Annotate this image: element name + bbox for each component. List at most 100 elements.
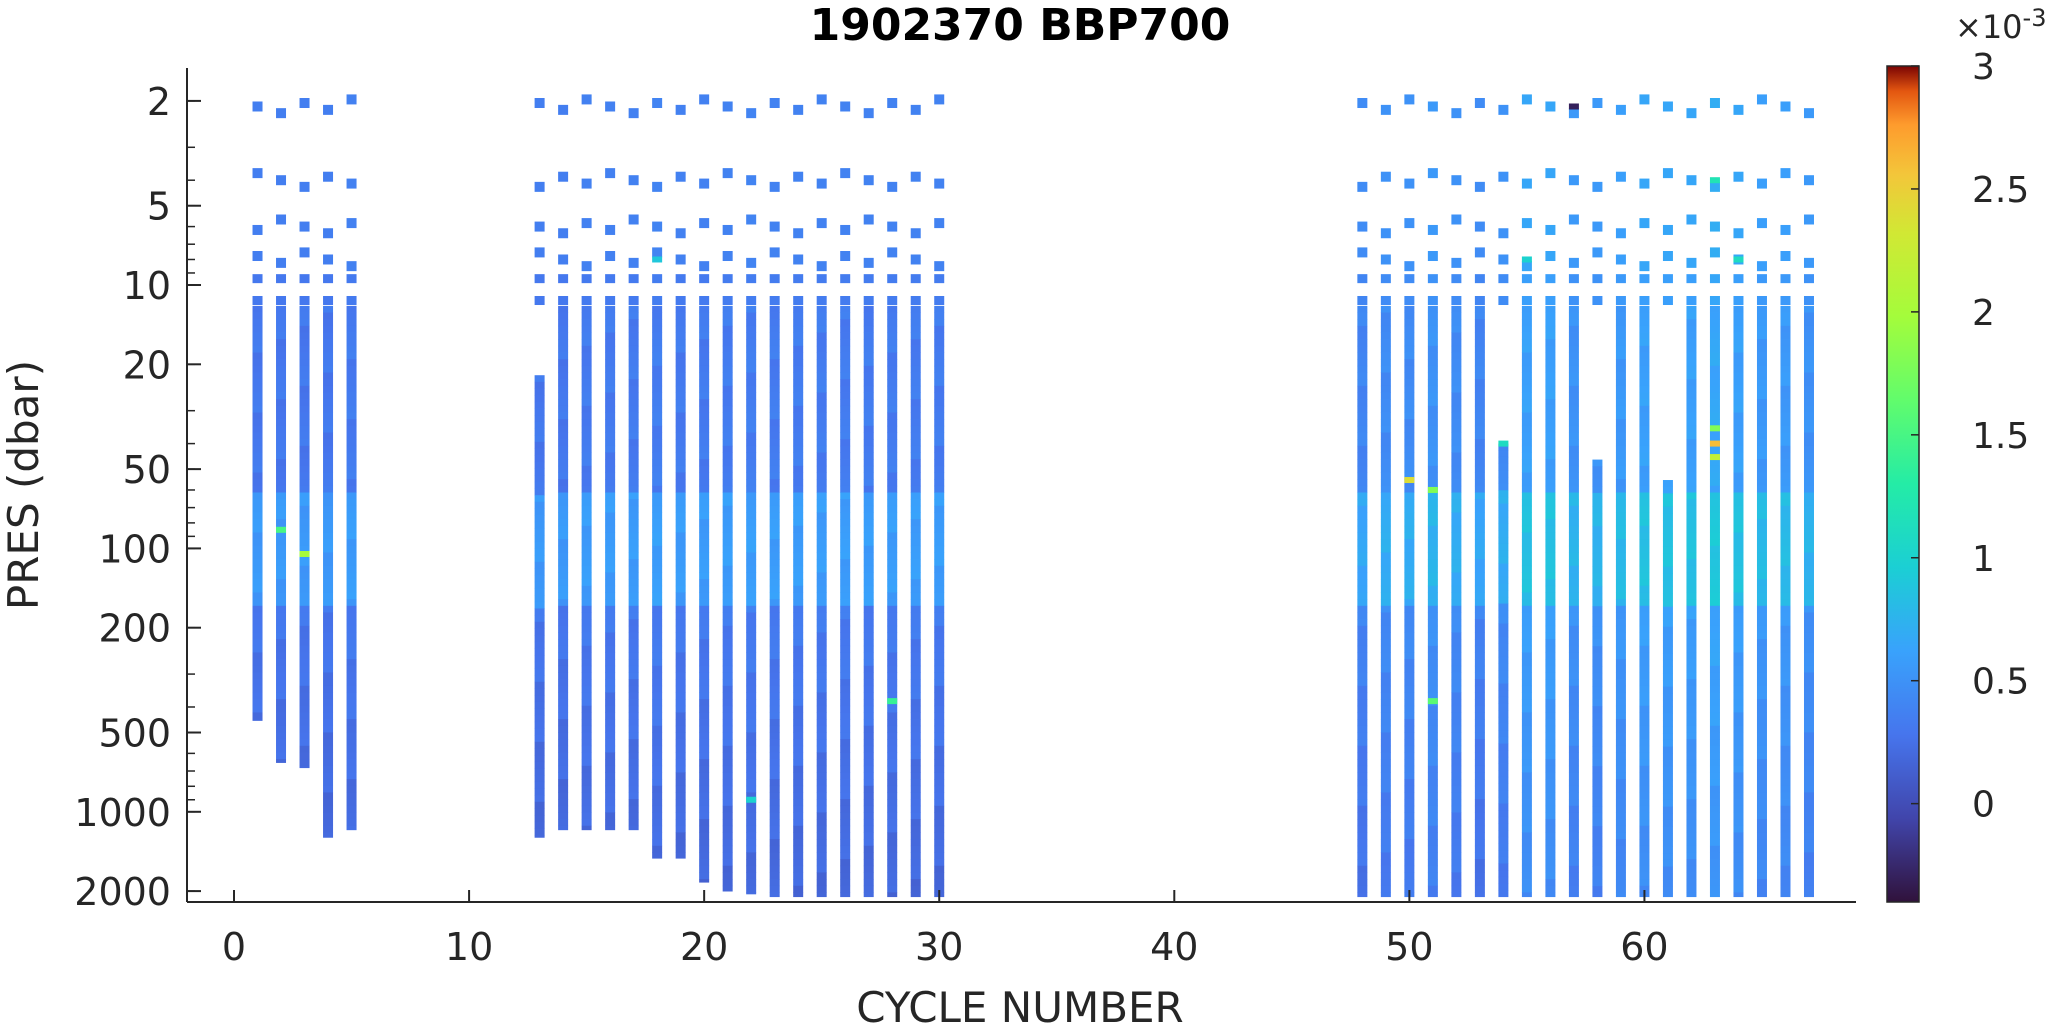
profile-cell: [1427, 479, 1438, 487]
profile-cell: [1733, 619, 1744, 627]
surface-sample: [346, 94, 357, 105]
surface-sample: [558, 228, 569, 239]
profile-cell: [793, 425, 804, 433]
profile-cell: [1427, 692, 1438, 700]
profile-cell: [699, 485, 710, 493]
profile-cell: [769, 679, 780, 687]
profile-cell: [534, 441, 545, 449]
profile-cell: [605, 339, 616, 347]
profile-cell: [699, 785, 710, 793]
profile-cell: [534, 681, 545, 689]
profile-cell: [746, 812, 757, 820]
profile-cell: [934, 625, 945, 633]
profile-cell: [1756, 385, 1767, 393]
profile-cell: [1545, 472, 1556, 480]
profile-cell: [1451, 832, 1462, 840]
profile-cell: [793, 699, 804, 707]
profile-cell: [934, 479, 945, 487]
profile-cell: [934, 419, 945, 427]
profile-cell: [1451, 459, 1462, 467]
profile-cell: [1521, 892, 1532, 898]
profile-cell: [346, 505, 357, 513]
profile-cell: [1639, 665, 1650, 673]
colorbar-tick-label: 2: [1972, 293, 1995, 334]
profile-cell: [887, 825, 898, 833]
profile-cell: [769, 445, 780, 453]
profile-cell: [1686, 619, 1697, 627]
profile-cell: [887, 525, 898, 533]
profile-cell: [1357, 845, 1368, 853]
profile-cell: [816, 819, 827, 827]
profile-cell: [558, 705, 569, 713]
profile-cell: [1474, 839, 1485, 847]
profile-cell: [1498, 763, 1509, 771]
profile-cell: [1404, 532, 1415, 540]
profile-cell: [1404, 572, 1415, 580]
profile-cell: [1780, 792, 1791, 800]
profile-cell: [1756, 605, 1767, 613]
profile-cell: [1756, 799, 1767, 807]
profile-cell: [840, 779, 851, 787]
surface-sample: [863, 257, 874, 268]
profile-cell: [558, 612, 569, 620]
profile-cell: [816, 332, 827, 340]
profile-cell: [1545, 305, 1556, 313]
profile-cell: [1639, 452, 1650, 460]
profile-cell: [887, 845, 898, 853]
surface-sample: [1639, 261, 1650, 272]
profile-cell: [1686, 412, 1697, 420]
surface-sample: [1545, 101, 1556, 112]
profile-cell: [1545, 639, 1556, 647]
profile-cell: [1803, 605, 1814, 613]
data-marks: [252, 94, 1814, 898]
profile-cell: [769, 825, 780, 833]
surface-sample: [816, 218, 827, 229]
profile-cell: [1803, 772, 1814, 780]
profile-cell: [722, 425, 733, 433]
surface-sample: [605, 274, 616, 284]
profile-cell: [1662, 506, 1673, 514]
profile-cell: [1662, 759, 1673, 768]
profile-cell: [1803, 319, 1814, 327]
surface-sample: [1662, 168, 1673, 179]
profile-cell: [722, 465, 733, 473]
profile-cell: [1427, 525, 1438, 533]
profile-cell: [1756, 312, 1767, 320]
profile-cell: [1521, 885, 1532, 893]
profile-cell: [1474, 345, 1485, 353]
profile-cell: [558, 372, 569, 380]
profile-cell: [1568, 892, 1579, 898]
profile-cell: [1427, 805, 1438, 813]
x-tick-label: 0: [222, 925, 246, 969]
surface-sample: [1780, 168, 1791, 179]
profile-cell: [1404, 312, 1415, 320]
profile-cell: [840, 819, 851, 827]
profile-cell: [1568, 692, 1579, 700]
profile-cell: [1733, 819, 1744, 827]
profile-cell: [816, 685, 827, 693]
profile-cell: [1498, 650, 1509, 658]
profile-cell: [1404, 385, 1415, 393]
profile-cell: [863, 705, 874, 713]
profile-cell: [910, 392, 921, 400]
profile-cell: [1545, 892, 1556, 898]
profile-cell: [863, 339, 874, 347]
profile-cell: [1380, 885, 1391, 893]
profile-cell: [675, 799, 686, 807]
profile-cell: [1709, 885, 1720, 893]
profile-cell: [1545, 585, 1556, 593]
profile-cell: [863, 519, 874, 527]
profile-cell: [1615, 439, 1626, 447]
profile-cell: [1662, 573, 1673, 581]
profile-cell: [1615, 692, 1626, 700]
profile-cell: [910, 439, 921, 447]
profile-cell: [605, 779, 616, 787]
profile-cell: [276, 579, 287, 587]
profile-cell: [769, 745, 780, 753]
profile-cell: [746, 885, 757, 893]
profile-cell: [1545, 319, 1556, 327]
profile-cell: [1592, 706, 1603, 714]
profile-cell: [346, 519, 357, 527]
profile-cell: [558, 419, 569, 427]
surface-sample: [1662, 251, 1673, 262]
